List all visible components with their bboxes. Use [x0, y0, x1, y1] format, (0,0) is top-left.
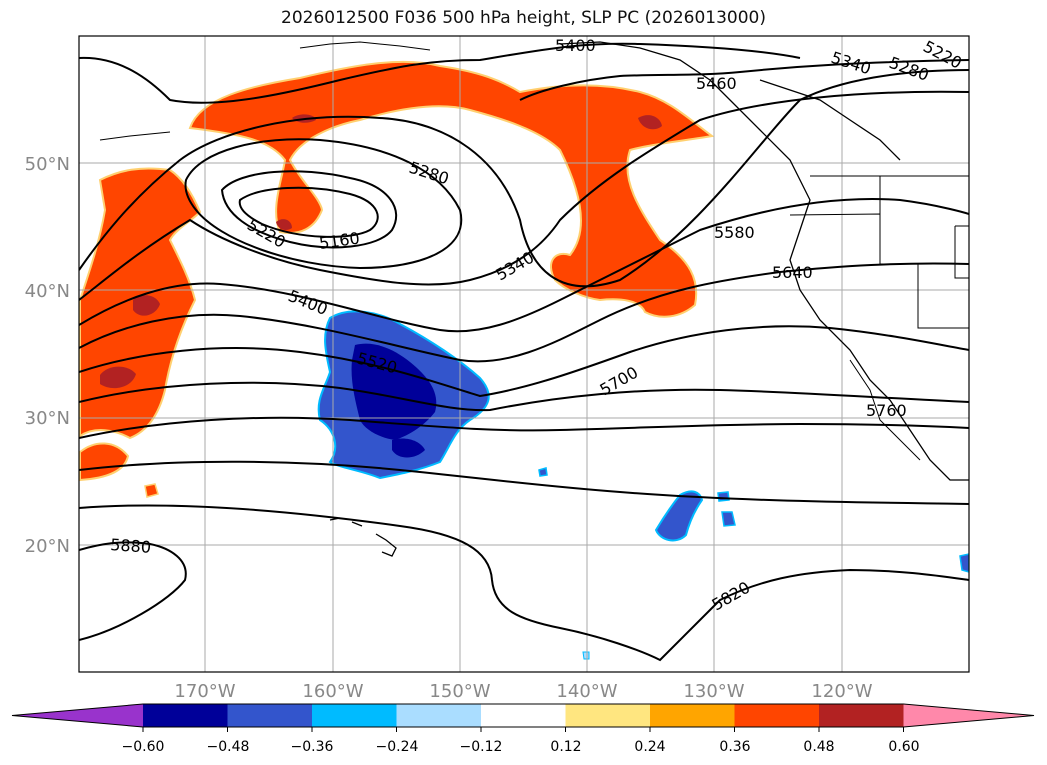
contour-label: 5760	[866, 401, 907, 420]
colorbar-segment	[565, 704, 650, 727]
colorbar-tick-label: −0.36	[291, 739, 334, 755]
colorbar-tick-label: −0.24	[376, 739, 419, 755]
lon-label: 170°W	[174, 681, 235, 700]
colorbar-segment	[903, 704, 1034, 727]
positive-anomaly-shading	[79, 60, 715, 498]
lat-label: 20°N	[25, 536, 70, 557]
lon-label: 140°W	[556, 681, 617, 700]
colorbar-tick-label: −0.60	[122, 739, 165, 755]
colorbar-segment	[396, 704, 481, 727]
height-contours	[79, 42, 969, 662]
lon-label: 150°W	[429, 681, 490, 700]
colorbar-segment	[734, 704, 819, 727]
colorbar-segment	[143, 704, 228, 727]
lon-label: 120°W	[811, 681, 872, 700]
lon-label: 160°W	[302, 681, 363, 700]
contour-label: 5880	[110, 535, 152, 557]
colorbar-tick-label: 0.60	[888, 739, 919, 755]
negative-anomaly-shading	[317, 310, 969, 660]
contour-label: 5460	[696, 74, 737, 93]
lat-label: 40°N	[25, 281, 70, 302]
colorbar-segment	[650, 704, 735, 727]
lon-labels: 170°W 160°W 150°W 140°W 130°W 120°W	[174, 681, 872, 700]
colorbar-segment	[819, 704, 904, 727]
colorbar-ticks	[142, 727, 904, 732]
contour-label: 5400	[555, 36, 596, 55]
colorbar-tick-label: −0.48	[207, 739, 250, 755]
colorbar-tick-label: 0.36	[719, 739, 750, 755]
colorbar-segment	[12, 704, 143, 727]
lat-labels: 50°N 40°N 30°N 20°N	[25, 154, 70, 557]
map-panel: 5400 5460 5340 5280 5220 5280 5160 5220 …	[25, 35, 970, 700]
map-frame	[78, 35, 970, 673]
contour-label: 5640	[772, 263, 813, 282]
contour-label: 5580	[714, 223, 755, 242]
colorbar-tick-labels: −0.60 −0.48 −0.36 −0.24 −0.12 0.12 0.24 …	[122, 739, 920, 755]
colorbar-segments	[11, 703, 1035, 728]
colorbar-segment	[481, 704, 566, 727]
colorbar-tick-label: 0.48	[803, 739, 834, 755]
colorbar-tick-label: 0.24	[634, 739, 665, 755]
colorbar-segment	[312, 704, 397, 727]
lat-label: 30°N	[25, 408, 70, 429]
lon-label: 130°W	[683, 681, 744, 700]
colorbar-segment	[227, 704, 312, 727]
colorbar-tick-label: −0.12	[460, 739, 503, 755]
graticule	[79, 36, 969, 672]
colorbar-tick-label: 0.12	[550, 739, 581, 755]
map-title: 2026012500 F036 500 hPa height, SLP PC (…	[281, 8, 766, 28]
lat-label: 50°N	[25, 154, 70, 175]
